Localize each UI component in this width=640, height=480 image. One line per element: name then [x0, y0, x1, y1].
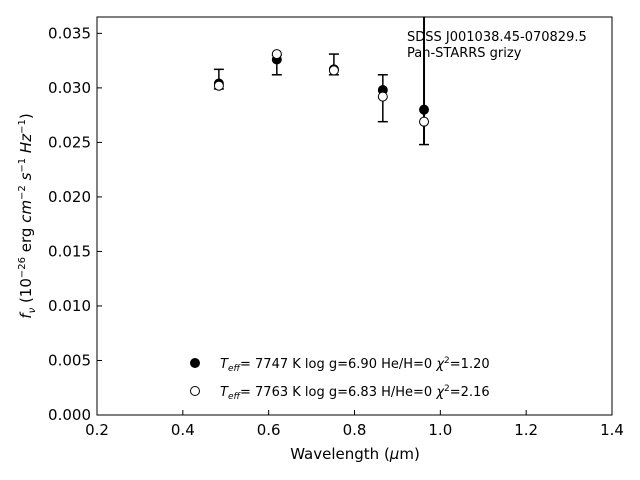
- annotation-line-2: Pan-STARRS grizy: [407, 46, 522, 61]
- plot-area: [213, 17, 430, 146]
- legend-marker-filled: [190, 358, 200, 368]
- x-tick-label: 1.0: [428, 421, 452, 439]
- plot-frame: [96, 16, 613, 416]
- x-tick-label: 0.8: [343, 421, 367, 439]
- point-h-he: [213, 80, 224, 91]
- y-tick-label: 0.020: [48, 188, 91, 206]
- y-tick-label: 0.030: [48, 79, 91, 97]
- legend-marker-open: [190, 386, 200, 396]
- y-tick-label: 0.025: [48, 133, 91, 151]
- x-tick-label: 0.4: [171, 421, 195, 439]
- x-tick-label: 1.2: [514, 421, 538, 439]
- x-axis: 0.2 0.4 0.6 0.8 1.0 1.2 1.4: [85, 410, 624, 439]
- y-axis-label: fν (10−26 erg cm−2 s−1 Hz−1): [17, 113, 38, 318]
- point-h-he: [419, 116, 430, 127]
- legend-entry-1: Teff= 7747 K log g=6.90 He/H=0 χ2=1.20: [220, 356, 490, 374]
- x-axis-label: Wavelength (μm): [290, 445, 420, 463]
- x-tick-label: 1.4: [600, 421, 624, 439]
- x-tick-label: 0.2: [85, 421, 109, 439]
- y-tick-label: 0.035: [48, 24, 91, 42]
- point-h-he: [377, 91, 388, 102]
- y-tick-label: 0.010: [48, 297, 91, 315]
- x-tick-label: 0.6: [257, 421, 281, 439]
- y-tick-label: 0.005: [48, 351, 91, 369]
- point-he-h: [419, 104, 430, 115]
- y-tick-label: 0.000: [48, 406, 91, 424]
- legend-entry-2: Teff= 7763 K log g=6.83 H/He=0 χ2=2.16: [220, 384, 490, 402]
- legend: Teff= 7747 K log g=6.90 He/H=0 χ2=1.20 T…: [190, 356, 490, 402]
- point-h-he: [328, 65, 339, 76]
- y-axis: 0.000 0.005 0.010 0.015 0.020 0.025 0.030 0.035: [48, 24, 102, 424]
- annotation-line-1: SDSS J001038.45-070829.5: [407, 30, 587, 45]
- point-h-he: [271, 49, 282, 60]
- y-tick-label: 0.015: [48, 242, 91, 260]
